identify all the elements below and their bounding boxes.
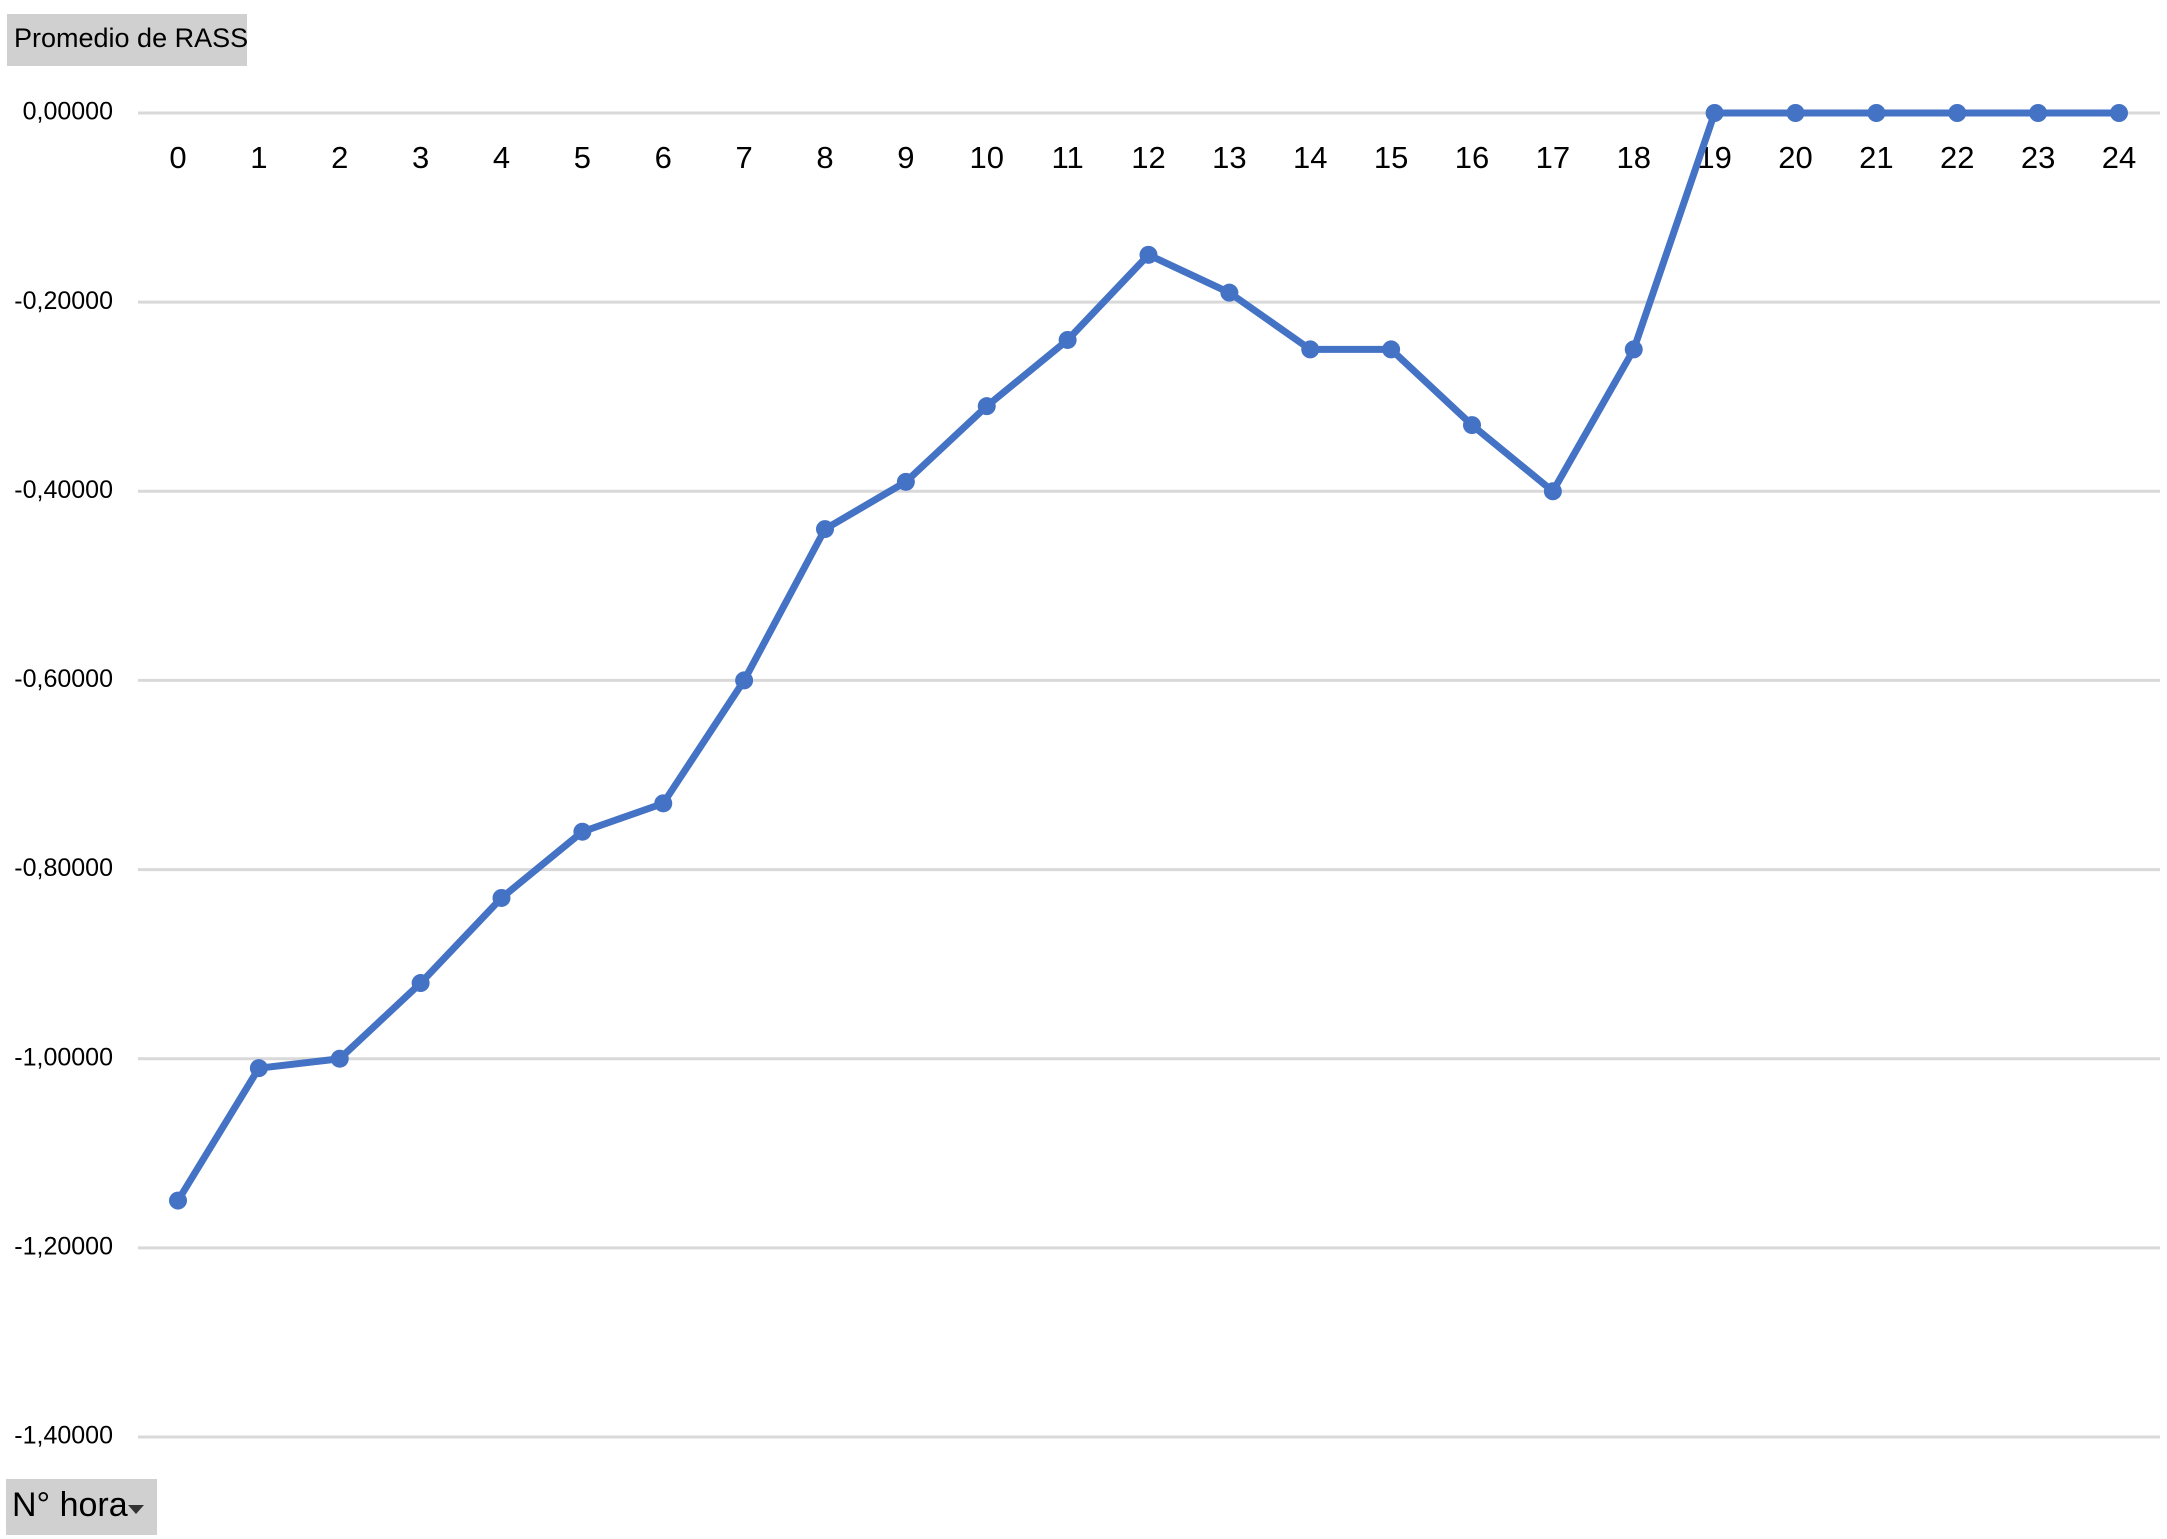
y-tick-label: 0,00000: [23, 98, 113, 126]
y-tick-label: -1,40000: [14, 1422, 113, 1450]
x-tick-label: 13: [1212, 140, 1246, 175]
data-point: [330, 1049, 349, 1068]
data-point: [249, 1059, 268, 1078]
x-tick-label: 17: [1536, 140, 1570, 175]
data-point: [896, 472, 915, 491]
dropdown-arrow: [128, 1505, 144, 1514]
x-tick-label: 12: [1131, 140, 1165, 175]
field-button[interactable]: [7, 14, 247, 66]
data-point: [411, 974, 430, 993]
x-tick-label: 16: [1455, 140, 1489, 175]
data-point: [1543, 482, 1562, 501]
data-point: [1867, 104, 1886, 122]
data-point: [1786, 104, 1805, 122]
y-tick-label: -0,60000: [14, 665, 113, 693]
data-point: [2029, 104, 2048, 122]
field-button-label: Promedio de RASS: [14, 23, 248, 53]
x-tick-label: 21: [1859, 140, 1893, 175]
data-point: [1139, 245, 1158, 264]
data-point: [1220, 283, 1239, 302]
x-tick-label: 3: [412, 140, 429, 175]
data-point: [573, 822, 592, 841]
data-point: [735, 671, 754, 690]
data-point: [654, 794, 673, 813]
y-tick-label: -0,20000: [14, 287, 113, 315]
y-tick-label: -0,40000: [14, 476, 113, 504]
data-point: [816, 520, 834, 539]
x-tick-label: 6: [655, 140, 672, 175]
x-tick-label: 22: [1940, 140, 1974, 175]
x-tick-label: 24: [2102, 140, 2136, 175]
x-tick-label: 10: [970, 140, 1004, 175]
x-tick-label: 5: [574, 140, 591, 175]
data-point: [1058, 330, 1077, 349]
x-tick-label: 18: [1617, 140, 1651, 175]
x-tick-label: 1: [250, 140, 267, 175]
data-point: [977, 397, 996, 416]
field-button-label: N° hora: [12, 1486, 128, 1524]
data-point: [1301, 340, 1320, 359]
line-series: [175, 109, 2119, 1203]
data-point: [1948, 104, 1967, 122]
x-tick-label: 9: [897, 140, 914, 175]
x-tick-label: 7: [736, 140, 753, 175]
x-tick-label: 15: [1374, 140, 1408, 175]
x-tick-label: 4: [493, 140, 510, 175]
data-point: [169, 1191, 187, 1210]
x-tick-label: 8: [816, 140, 833, 175]
y-tick-label: -0,80000: [14, 854, 113, 882]
y-tick-label: -1,20000: [14, 1232, 113, 1260]
x-tick-label: 20: [1778, 140, 1812, 175]
data-point: [1624, 340, 1643, 359]
data-point: [1382, 340, 1401, 359]
data-point: [2110, 104, 2128, 122]
x-tick-label: 0: [169, 140, 186, 175]
x-tick-label: 23: [2021, 140, 2055, 175]
y-tick-label: -1,00000: [14, 1043, 113, 1071]
data-point: [492, 888, 511, 907]
x-tick-label: 11: [1052, 140, 1084, 175]
x-tick-label: 14: [1293, 140, 1327, 175]
data-point: [1463, 416, 1481, 435]
x-tick-label: 2: [331, 140, 348, 175]
data-point: [1705, 104, 1724, 122]
